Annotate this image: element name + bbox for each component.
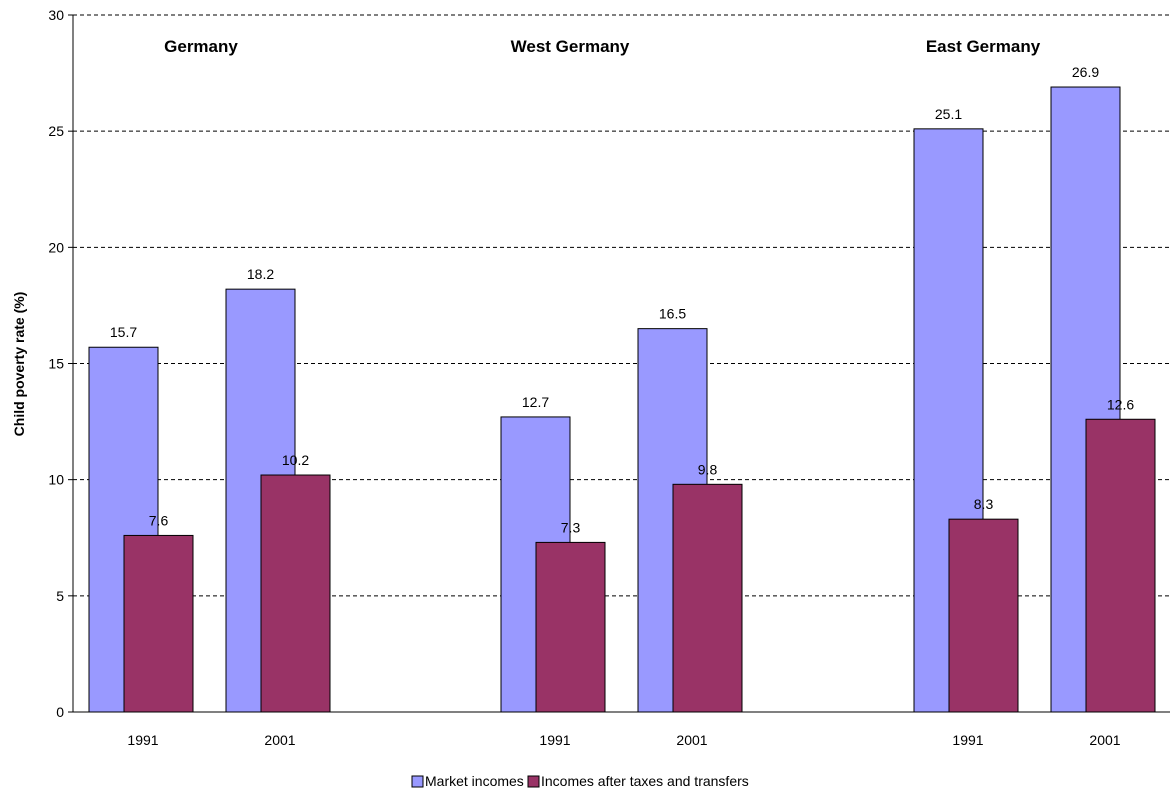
x-tick-label: 1991 <box>127 732 158 748</box>
legend-swatch-after-taxes <box>527 775 540 788</box>
bar-after-taxes <box>1085 418 1156 713</box>
y-axis-title: Child poverty rate (%) <box>11 292 27 437</box>
data-label-after-taxes: 10.2 <box>282 452 309 468</box>
x-tick-label: 1991 <box>539 732 570 748</box>
bars <box>88 86 1156 713</box>
bar-after-taxes <box>672 483 743 713</box>
bar-after-taxes <box>260 474 331 713</box>
data-label-market-incomes: 26.9 <box>1072 64 1099 80</box>
legend-label-market-incomes: Market incomes <box>425 773 524 789</box>
x-tick-label: 2001 <box>1089 732 1120 748</box>
data-label-after-taxes: 7.3 <box>561 519 581 535</box>
x-tick-label: 2001 <box>676 732 707 748</box>
y-tick-label: 25 <box>48 123 64 139</box>
y-tick-label: 15 <box>48 356 64 372</box>
data-label-after-taxes: 12.6 <box>1107 396 1134 412</box>
bar-after-taxes <box>123 534 194 713</box>
data-label-market-incomes: 12.7 <box>522 394 549 410</box>
y-tick-label: 10 <box>48 472 64 488</box>
data-label-after-taxes: 9.8 <box>698 461 718 477</box>
y-tick-label: 20 <box>48 239 64 255</box>
legend-label-after-taxes: Incomes after taxes and transfers <box>541 773 749 789</box>
group-title: East Germany <box>926 37 1041 56</box>
data-label-after-taxes: 7.6 <box>149 512 169 528</box>
data-labels: Germany West Germany East Germany 15.7 7.6 18… <box>110 37 1134 535</box>
y-tick-label: 0 <box>56 704 64 720</box>
y-tick-label: 30 <box>48 7 64 23</box>
legend-swatch-market-incomes <box>411 775 424 788</box>
x-tick-label: 1991 <box>952 732 983 748</box>
data-label-market-incomes: 25.1 <box>935 106 962 122</box>
group-title: Germany <box>164 37 238 56</box>
bar-after-taxes <box>948 518 1019 713</box>
data-label-market-incomes: 18.2 <box>247 266 274 282</box>
y-tick-label: 5 <box>56 588 64 604</box>
data-label-after-taxes: 8.3 <box>974 496 994 512</box>
x-tick-label: 2001 <box>264 732 295 748</box>
axes: 0 5 10 15 20 25 30 1991 2001 1991 2001 1991 2001 <box>48 7 1170 748</box>
bar-after-taxes <box>535 541 606 713</box>
legend: Market incomes Incomes after taxes and t… <box>411 773 749 789</box>
data-label-market-incomes: 15.7 <box>110 324 137 340</box>
group-title: West Germany <box>511 37 630 56</box>
data-label-market-incomes: 16.5 <box>659 306 686 322</box>
